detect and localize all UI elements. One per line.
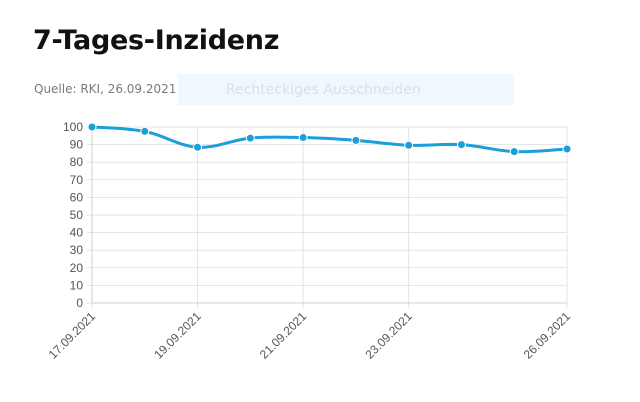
y-tick-label: 10: [70, 278, 84, 292]
data-point: [404, 140, 414, 150]
x-tick-label: 19.09.2021: [151, 309, 204, 362]
chart-title: 7-Tages-Inzidenz: [33, 25, 280, 56]
data-point: [245, 133, 255, 143]
snip-overlay[interactable]: Rechteckiges Ausschneiden: [178, 74, 514, 105]
y-tick-label: 100: [63, 120, 83, 134]
x-tick-label: 23.09.2021: [362, 309, 415, 362]
y-tick-label: 60: [70, 190, 84, 204]
x-tick-label: 26.09.2021: [521, 309, 574, 362]
x-tick-label: 17.09.2021: [46, 309, 99, 362]
source-note: Quelle: RKI, 26.09.2021: [34, 82, 177, 96]
y-tick-label: 20: [70, 261, 84, 275]
data-point: [140, 126, 150, 136]
data-point: [87, 122, 97, 132]
y-tick-label: 70: [70, 173, 84, 187]
data-point: [509, 147, 519, 157]
data-point: [298, 133, 308, 143]
data-point: [456, 140, 466, 150]
series-line: [91, 125, 568, 154]
x-tick-label: 21.09.2021: [257, 309, 310, 362]
data-point: [562, 144, 572, 154]
y-tick-label: 30: [70, 243, 84, 257]
y-tick-label: 40: [70, 226, 84, 240]
y-tick-label: 80: [70, 155, 84, 169]
y-tick-label: 0: [76, 296, 83, 310]
data-point: [351, 135, 361, 145]
snip-overlay-label: Rechteckiges Ausschneiden: [226, 82, 421, 98]
data-point: [193, 142, 203, 152]
y-tick-label: 50: [70, 208, 84, 222]
y-tick-label: 90: [70, 138, 84, 152]
